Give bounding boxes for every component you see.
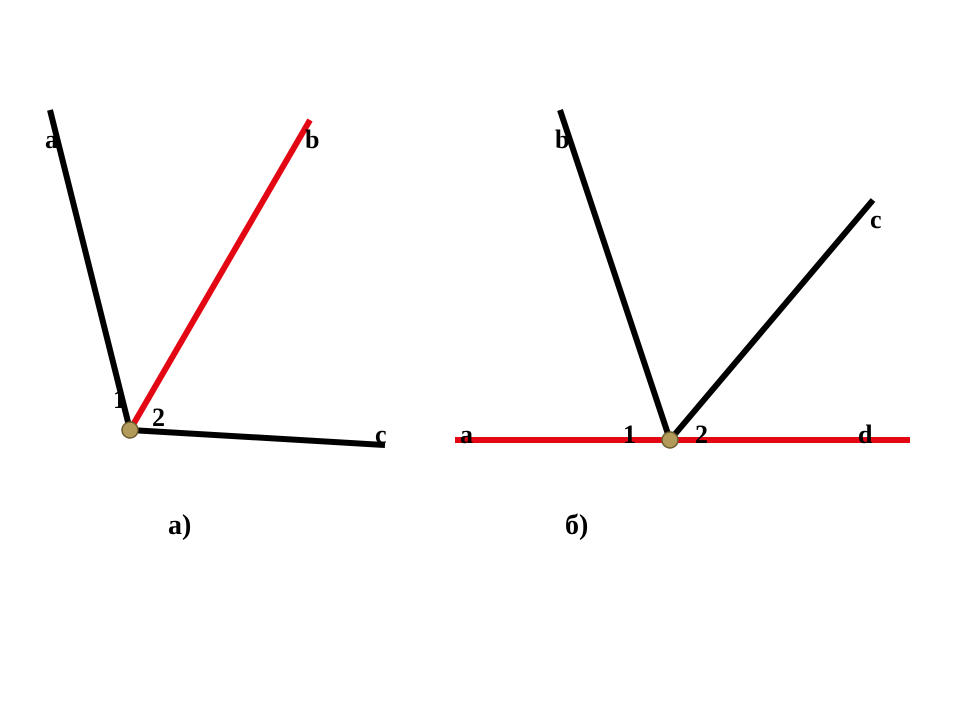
label-b-right: b (555, 125, 569, 155)
label-c-right: c (870, 205, 882, 235)
label-d-right: d (858, 420, 872, 450)
geometry-svg (0, 0, 960, 720)
angle-1-right: 1 (623, 420, 636, 450)
angle-2-left: 2 (152, 403, 165, 433)
angle-2-right: 2 (695, 420, 708, 450)
label-a-right: a (460, 420, 473, 450)
caption-a: а) (168, 510, 191, 542)
label-c-left: c (375, 420, 387, 450)
label-b-left: b (305, 125, 319, 155)
caption-b: б) (565, 510, 588, 542)
angle-1-left: 1 (113, 385, 126, 415)
label-a-left: a (45, 125, 58, 155)
